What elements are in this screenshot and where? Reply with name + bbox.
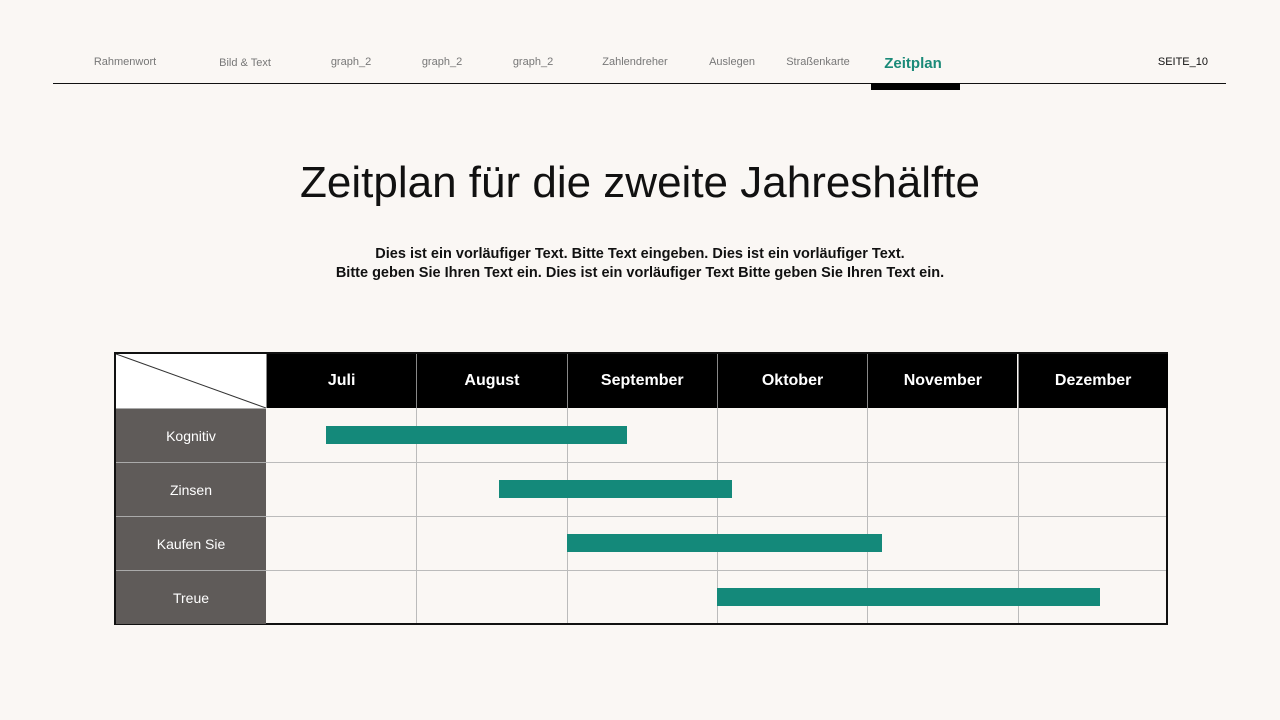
subtitle-line: Dies ist ein vorläufiger Text. Bitte Tex…	[375, 246, 905, 262]
month-header: Oktober	[716, 354, 868, 408]
grid-line	[266, 570, 1166, 571]
nav-tab[interactable]: Auslegen	[709, 56, 755, 68]
month-header: November	[867, 354, 1018, 408]
grid-line	[716, 408, 718, 623]
task-label: Kognitiv	[116, 408, 266, 462]
nav-tab[interactable]: Bild & Text	[219, 57, 271, 69]
top-nav: Rahmenwort Bild & Text graph_2 graph_2 graph…	[53, 0, 1226, 84]
task-label: Zinsen	[116, 462, 266, 516]
month-header: Dezember	[1017, 354, 1168, 408]
month-header: August	[416, 354, 567, 408]
nav-tab[interactable]: Zeitplan	[884, 55, 942, 72]
grid-line	[1017, 408, 1019, 623]
grid-line	[416, 408, 418, 623]
month-header: September	[566, 354, 717, 408]
active-tab-indicator	[871, 83, 960, 90]
page-title: Zeitplan für die zweite Jahreshälfte	[300, 158, 980, 207]
gantt-bar	[716, 588, 1101, 606]
nav-tab[interactable]: Zahlendreher	[602, 56, 668, 68]
gantt-bar	[326, 426, 627, 444]
gantt-bar	[498, 480, 732, 498]
nav-tab[interactable]: graph_2	[421, 56, 463, 68]
month-header: Juli	[266, 354, 417, 408]
subtitle-line: Bitte geben Sie Ihren Text ein. Dies ist…	[335, 265, 945, 281]
corner-cell	[115, 353, 267, 409]
nav-tab[interactable]: Rahmenwort	[93, 56, 157, 68]
task-label: Kaufen Sie	[116, 516, 266, 570]
grid-line	[266, 462, 1166, 463]
page-number: SEITE_10	[1157, 56, 1208, 68]
gantt-chart: Juli August September Oktober November Dezemb…	[114, 352, 1168, 625]
grid-line	[566, 408, 568, 623]
diagonal-divider	[115, 353, 267, 409]
nav-tab[interactable]: graph_2	[512, 56, 554, 68]
nav-tab[interactable]: Straßenkarte	[786, 56, 850, 68]
gantt-bar	[566, 534, 883, 552]
task-label: Treue	[116, 570, 266, 624]
subtitle: Dies ist ein vorläufiger Text. Bitte Tex…	[0, 245, 1280, 283]
grid-line	[266, 516, 1166, 517]
grid-line	[867, 408, 869, 623]
nav-tab[interactable]: graph_2	[330, 56, 372, 68]
